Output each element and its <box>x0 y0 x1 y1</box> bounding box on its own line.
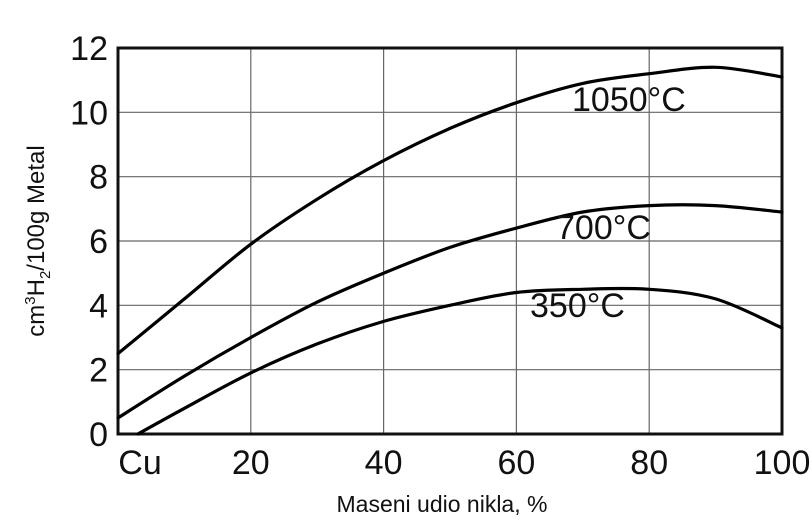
x-tick-label: 80 <box>630 444 668 482</box>
series-line-700c <box>116 203 784 420</box>
series-label-1050c: 1050°C <box>572 81 686 119</box>
y-tick-label: 8 <box>89 159 108 197</box>
x-tick-label: Cu <box>118 444 161 482</box>
y-axis-title-element: H <box>23 279 50 296</box>
x-tick-label: 60 <box>497 444 535 482</box>
series-label-350c: 350°C <box>530 287 625 325</box>
plot-frame <box>116 46 784 436</box>
y-axis-title: cm3H2/100g Metal <box>22 145 54 336</box>
y-axis-title-subscript: 2 <box>37 271 54 279</box>
y-axis-title-rest: /100g Metal <box>23 145 50 270</box>
series-labels: 1050°C 700°C 350°C <box>530 81 686 325</box>
y-axis-title-exponent: 3 <box>22 296 39 304</box>
series-label-700c: 700°C <box>556 209 651 247</box>
y-axis-title-unit: cm <box>23 305 50 337</box>
y-tick-labels: 0 2 4 6 8 10 12 <box>70 30 108 454</box>
y-tick-label: 6 <box>89 223 108 261</box>
series-curves <box>116 65 784 436</box>
y-tick-label: 0 <box>89 416 108 454</box>
x-tick-label: 40 <box>365 444 403 482</box>
y-tick-label: 4 <box>89 287 108 325</box>
series-line-350c <box>136 286 784 436</box>
x-tick-labels: Cu 20 40 60 80 100 <box>118 444 810 482</box>
y-tick-label: 12 <box>70 30 108 68</box>
x-axis-title: Maseni udio nikla, % <box>337 491 548 517</box>
x-tick-label: 100 <box>754 444 811 482</box>
series-line-1050c <box>116 65 784 356</box>
y-tick-label: 10 <box>70 94 108 132</box>
x-tick-label: 20 <box>232 444 270 482</box>
y-tick-label: 2 <box>89 352 108 390</box>
